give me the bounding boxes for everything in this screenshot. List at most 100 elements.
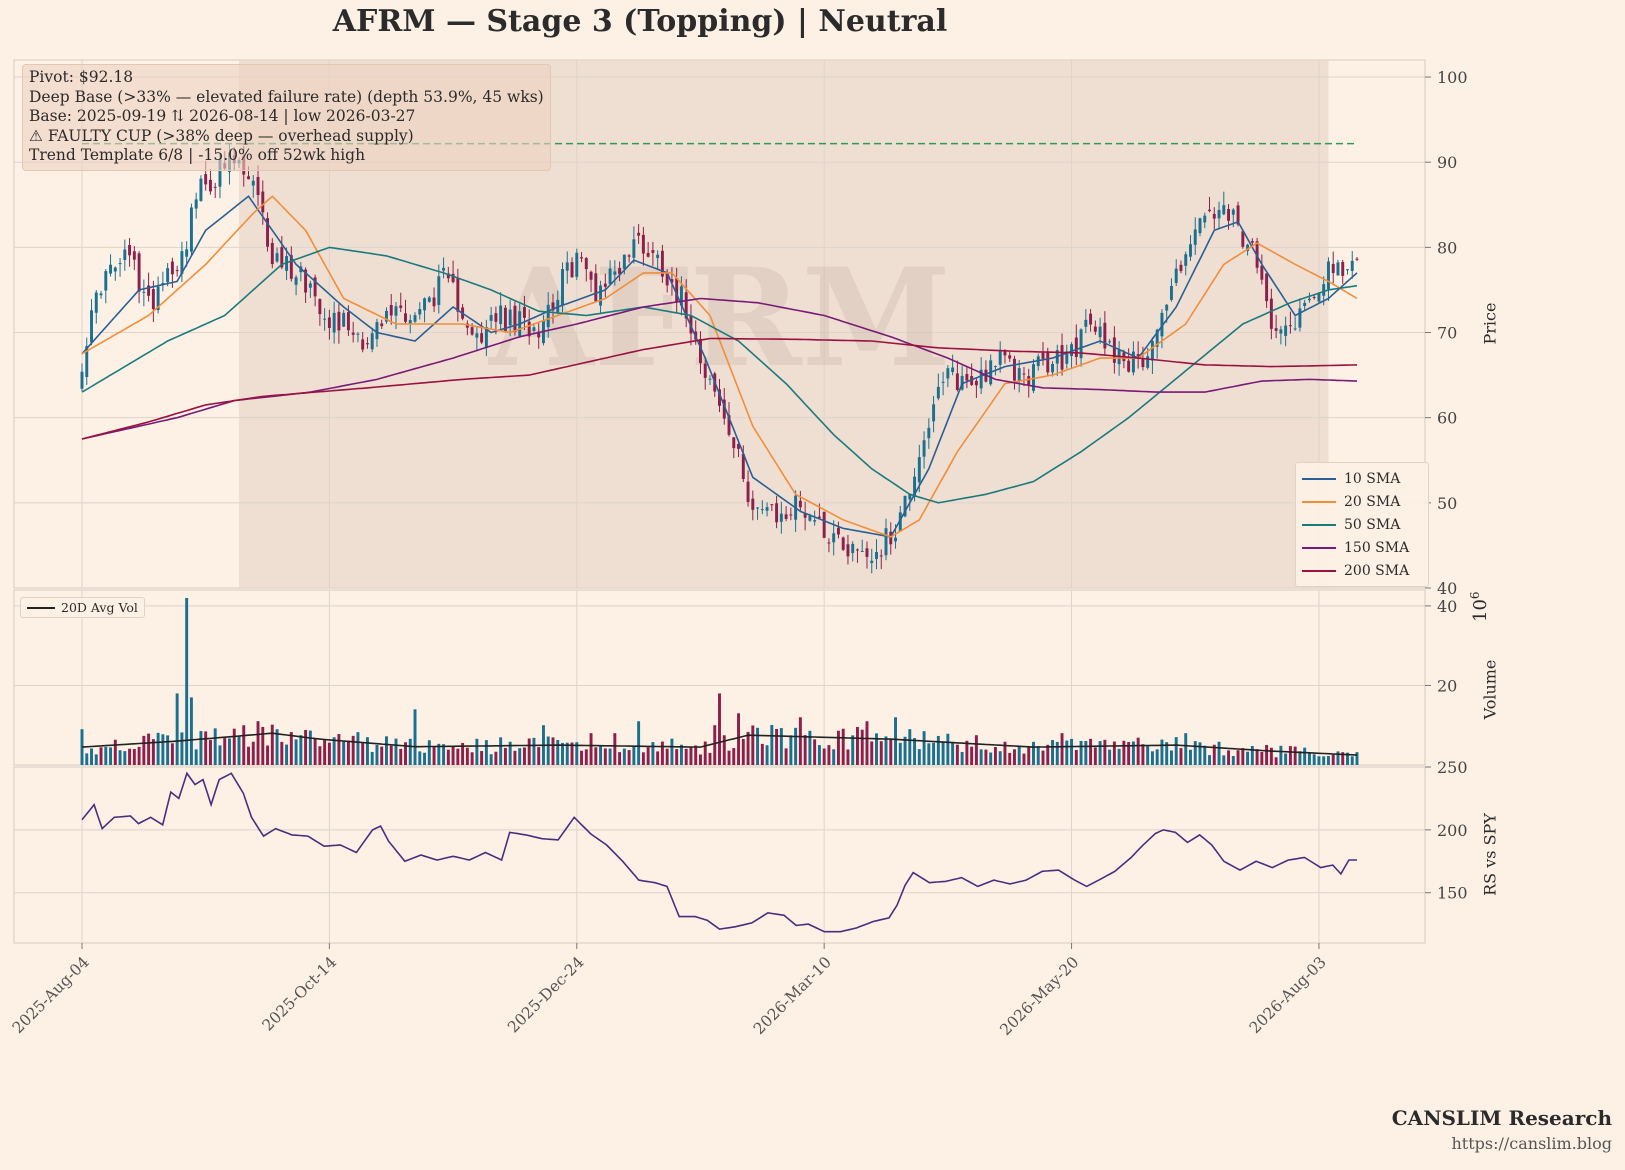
- volume-bar: [974, 735, 978, 765]
- volume-bar: [1317, 756, 1321, 765]
- candle-body: [660, 250, 664, 277]
- candle-body: [1089, 313, 1093, 325]
- candle-body: [898, 512, 902, 532]
- legend-item-200-sma: 200 SMA: [1302, 559, 1422, 582]
- rs-line: [81, 771, 1357, 933]
- candle-body: [408, 320, 412, 324]
- volume-bar: [694, 745, 698, 765]
- volume-tick-label: 40: [1437, 597, 1457, 616]
- candle-body: [1098, 326, 1102, 338]
- candle-body: [584, 258, 588, 270]
- candle-body: [751, 498, 755, 510]
- candle-body: [1084, 319, 1088, 327]
- volume-bar: [1241, 748, 1245, 765]
- candle-body: [123, 249, 127, 260]
- candle-body: [404, 313, 407, 322]
- candle-body: [1212, 213, 1216, 219]
- volume-bar: [765, 745, 769, 765]
- candle-body: [1074, 337, 1078, 358]
- volume-bar: [442, 744, 446, 765]
- volume-bar: [984, 749, 988, 765]
- volume-bar: [228, 738, 231, 765]
- candle-body: [974, 380, 978, 386]
- volume-bar: [1326, 755, 1330, 765]
- volume-bar: [432, 746, 436, 765]
- volume-bar: [1174, 737, 1178, 765]
- volume-bar: [760, 743, 764, 765]
- volume-bar: [1260, 751, 1264, 765]
- candle-body: [765, 507, 769, 511]
- volume-bar: [508, 741, 512, 765]
- volume-bar: [889, 739, 893, 765]
- volume-bar: [1022, 753, 1026, 765]
- candle-body: [218, 159, 222, 187]
- candle-body: [356, 333, 360, 335]
- candle-body: [94, 292, 98, 313]
- candle-body: [822, 511, 826, 538]
- volume-bar: [1255, 749, 1259, 765]
- volume-bar: [109, 747, 113, 765]
- volume-bar: [470, 752, 474, 765]
- candle-body: [817, 516, 821, 518]
- volume-bar: [832, 749, 836, 765]
- candle-body: [1217, 209, 1221, 219]
- volume-bar: [123, 751, 127, 765]
- candle-body: [746, 481, 750, 502]
- volume-bar: [480, 751, 484, 765]
- candle-body: [756, 507, 760, 509]
- candle-body: [399, 305, 403, 308]
- candle-body: [1222, 205, 1226, 215]
- volume-bar: [285, 744, 289, 765]
- volume-bar: [1169, 750, 1173, 765]
- candle-body: [170, 261, 174, 275]
- volume-bar: [770, 724, 774, 765]
- volume-bar: [722, 735, 726, 765]
- candle-body: [1346, 269, 1349, 271]
- candle-body: [1260, 265, 1264, 280]
- candle-body: [1303, 302, 1307, 306]
- legend-label: 20D Avg Vol: [61, 600, 138, 615]
- candle-body: [760, 509, 764, 511]
- candle-body: [1322, 284, 1326, 296]
- sma-line-50-sma: [81, 246, 1358, 504]
- candle-body: [375, 322, 379, 340]
- candle-body: [1341, 262, 1345, 276]
- candle-body: [513, 305, 517, 332]
- candle-body: [903, 495, 907, 517]
- volume-bar: [580, 750, 584, 765]
- legend-item-50-sma: 50 SMA: [1302, 513, 1422, 536]
- candle-body: [665, 273, 669, 286]
- candle-body: [1065, 351, 1069, 364]
- candle-body: [546, 304, 550, 328]
- volume-bar: [213, 728, 217, 765]
- volume-bar: [346, 740, 350, 765]
- candle-body: [456, 277, 460, 312]
- candle-body: [1231, 209, 1235, 215]
- candle-body: [337, 311, 341, 331]
- volume-bar: [684, 748, 688, 765]
- volume-bar: [342, 741, 346, 765]
- legend-item-150-sma: 150 SMA: [1302, 536, 1422, 559]
- candle-body: [836, 527, 840, 535]
- volume-bar: [651, 742, 655, 765]
- volume-bar: [1269, 747, 1273, 765]
- volume-bar: [884, 736, 888, 765]
- pivot-annotation: Pivot: $92.18: [29, 68, 134, 86]
- candle-body: [1284, 325, 1288, 336]
- volume-bar: [1127, 742, 1131, 765]
- candle-body: [603, 283, 607, 287]
- candle-body: [1184, 254, 1188, 266]
- volume-bar: [1293, 746, 1297, 765]
- base-range-annotation: Base: 2025-09-19 ⇅ 2026-08-14 | low 2026…: [29, 107, 416, 125]
- volume-bar: [456, 748, 460, 765]
- candle-body: [1288, 325, 1292, 327]
- volume-bar: [370, 751, 374, 765]
- candle-body: [1265, 273, 1269, 302]
- volume-bar: [917, 749, 921, 765]
- candle-body: [1227, 209, 1231, 221]
- volume-bar: [180, 732, 184, 765]
- volume-bar: [332, 737, 336, 765]
- volume-bar: [418, 751, 422, 765]
- candle-body: [1241, 231, 1245, 247]
- candle-body: [737, 443, 740, 449]
